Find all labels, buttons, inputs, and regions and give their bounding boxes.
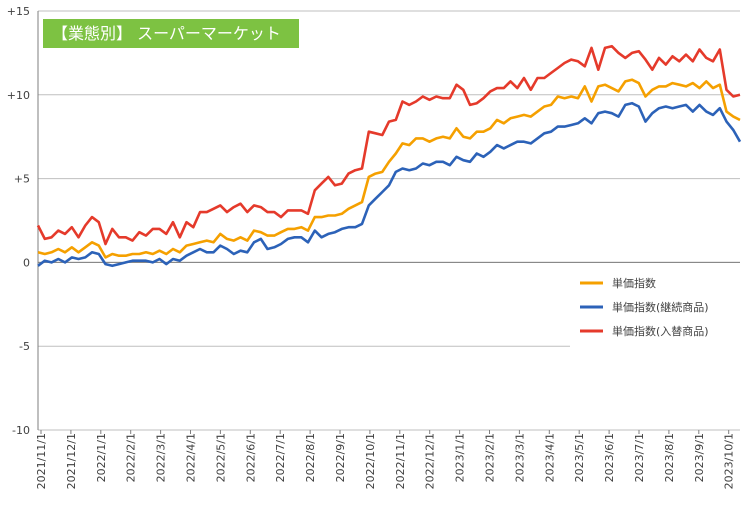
series-line	[36, 44, 741, 246]
y-tick-label: 0	[23, 256, 30, 269]
x-tick-label: 2022/1/1	[95, 433, 108, 482]
x-tick-label: 2022/6/1	[244, 433, 257, 482]
y-tick-labels: +15 +10 +5 0 -5 -10	[7, 5, 30, 437]
x-tick-label: 2022/7/1	[274, 433, 287, 482]
series-line	[37, 78, 741, 259]
x-tick-label: 2023/5/1	[573, 433, 586, 482]
x-tick-label: 2023/3/1	[513, 433, 526, 482]
chart-title: 【業態別】 スーパーマーケット	[52, 24, 281, 43]
x-tick-label: 2023/6/1	[603, 433, 616, 482]
x-tick-label: 2023/8/1	[663, 433, 676, 482]
y-tick-label: -5	[19, 340, 30, 353]
x-tick-label: 2022/2/1	[125, 433, 138, 482]
x-tick-label: 2023/10/1	[723, 433, 736, 489]
x-tick-label: 2023/1/1	[454, 433, 467, 482]
x-tick-labels: 2021/11/1 2021/12/1 2022/1/1 2022/2/1 2022/3…	[35, 430, 736, 489]
x-tick-label: 2022/10/1	[364, 433, 377, 489]
x-tick-label: 2022/8/1	[304, 433, 317, 482]
y-tick-label: +10	[7, 89, 30, 102]
x-tick-label: 2023/2/1	[484, 433, 497, 482]
legend-label: 単価指数	[612, 276, 656, 290]
x-tick-label: 2022/9/1	[334, 433, 347, 482]
x-tick-label: 2022/5/1	[214, 433, 227, 482]
legend-label: 単価指数(入替商品)	[612, 324, 709, 338]
x-tick-label: 2021/12/1	[65, 433, 78, 489]
legend-label: 単価指数(継続商品)	[612, 300, 709, 314]
grid-lines	[38, 10, 740, 431]
series-line	[37, 101, 742, 268]
x-tick-label: 2023/4/1	[543, 433, 556, 482]
x-tick-label: 2022/12/1	[424, 433, 437, 489]
y-tick-label: +15	[7, 5, 30, 18]
x-tick-label: 2023/7/1	[633, 433, 646, 482]
y-tick-label: -10	[12, 424, 30, 437]
x-tick-label: 2022/11/1	[394, 433, 407, 489]
series-lines	[36, 44, 742, 268]
x-tick-label: 2021/11/1	[35, 433, 48, 489]
chart-title-background	[43, 19, 299, 48]
axes	[37, 11, 740, 430]
x-tick-label: 2023/9/1	[693, 433, 706, 482]
x-tick-label: 2022/4/1	[185, 433, 198, 482]
x-tick-label: 2022/3/1	[155, 433, 168, 482]
y-tick-label: +5	[14, 173, 30, 186]
chart-title-box: 【業態別】 スーパーマーケット	[43, 19, 299, 48]
